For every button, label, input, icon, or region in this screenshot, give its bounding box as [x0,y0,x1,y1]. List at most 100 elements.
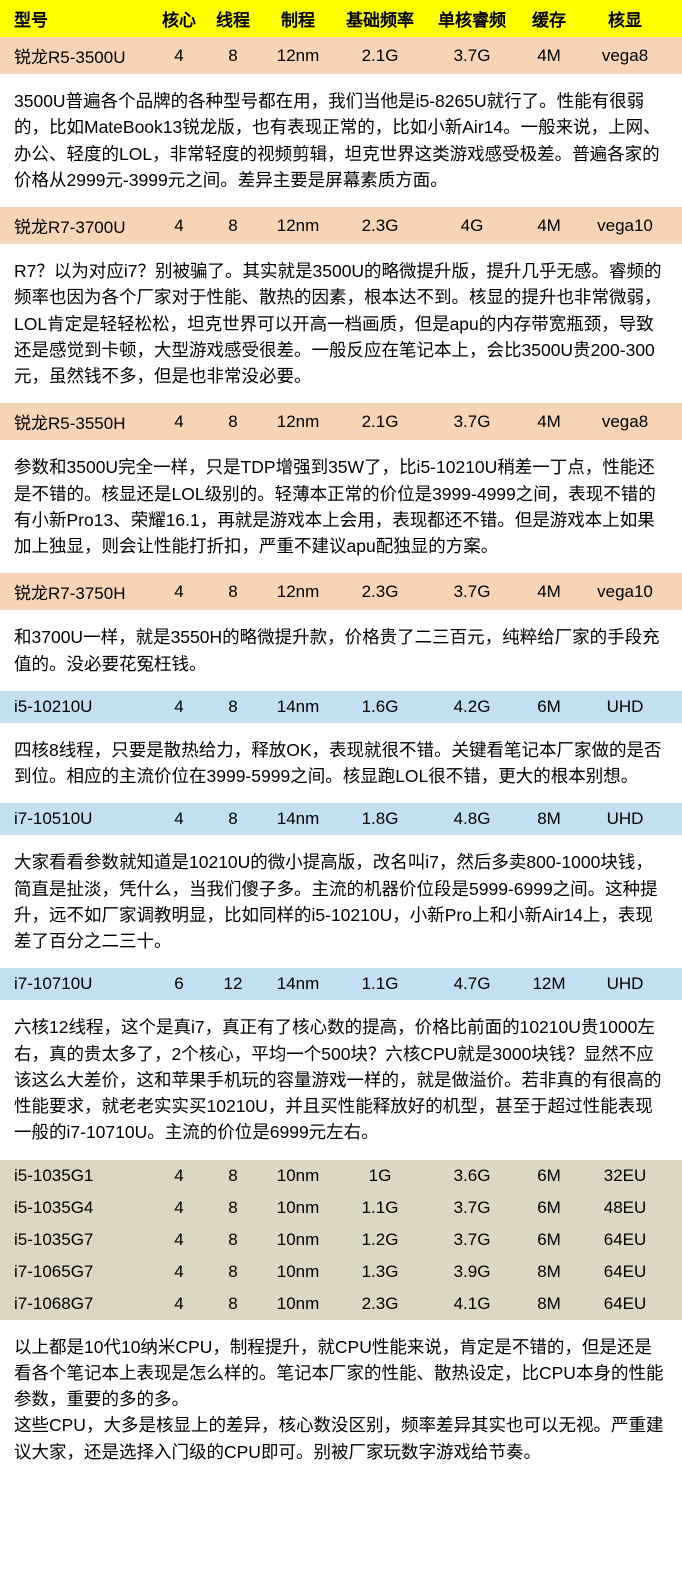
cell-threads: 8 [204,1198,262,1218]
cell-model: i5-1035G4 [4,1198,154,1218]
cell-cores: 4 [154,1230,204,1250]
cell-cache: 4M [518,46,580,66]
cell-cores: 4 [154,412,204,432]
cell-base: 2.3G [334,1294,426,1314]
cell-threads: 8 [204,697,262,717]
desc-r7-3750h: 和3700U一样，就是3550H的略微提升款，价格贵了二三百元，纯粹给厂家的手段… [0,610,682,691]
cell-process: 14nm [262,697,334,717]
cell-base: 1.1G [334,974,426,994]
cell-base: 1.1G [334,1198,426,1218]
cell-base: 2.1G [334,412,426,432]
cell-cache: 8M [518,1294,580,1314]
cell-cache: 8M [518,809,580,829]
table-header: 型号 核心 线程 制程 基础频率 单核睿频 缓存 核显 [0,0,682,37]
cell-cores: 4 [154,697,204,717]
cell-cache: 6M [518,1230,580,1250]
desc-i7-10510u: 大家看看参数就知道是10210U的微小提高版，改名叫i7，然后多卖800-100… [0,835,682,968]
cell-model: i5-10210U [4,697,154,717]
cell-igpu: UHD [580,974,670,994]
cell-threads: 8 [204,412,262,432]
cell-cores: 4 [154,582,204,602]
cell-model: 锐龙R7-3700U [4,213,154,238]
summary-p1: 以上都是10代10纳米CPU，制程提升，就CPU性能来说，肯定是不错的，但是还是… [14,1334,668,1413]
table-row: i7-1065G7 4 8 10nm 1.3G 3.9G 8M 64EU [0,1256,682,1288]
summary-p2: 这些CPU，大多是核显上的差异，核心数没区别，频率差异其实也可以无视。严重建议大… [14,1412,668,1465]
table-row: i5-10210U 4 8 14nm 1.6G 4.2G 6M UHD [0,691,682,723]
col-boostclock: 单核睿频 [426,6,518,31]
cell-model: 锐龙R5-3500U [4,43,154,68]
col-cores: 核心 [154,6,204,31]
cell-threads: 8 [204,1230,262,1250]
table-row: i5-1035G4 4 8 10nm 1.1G 3.7G 6M 48EU [0,1192,682,1224]
col-baseclock: 基础频率 [334,6,426,31]
cell-cache: 6M [518,1166,580,1186]
cell-igpu: 64EU [580,1230,670,1250]
cell-cache: 4M [518,582,580,602]
table-row: 锐龙R7-3750H 4 8 12nm 2.3G 3.7G 4M vega10 [0,573,682,610]
cell-cache: 4M [518,412,580,432]
table-row: i7-10510U 4 8 14nm 1.8G 4.8G 8M UHD [0,803,682,835]
col-igpu: 核显 [580,6,670,31]
col-model: 型号 [4,6,154,31]
table-row: 锐龙R5-3550H 4 8 12nm 2.1G 3.7G 4M vega8 [0,403,682,440]
cell-base: 1.3G [334,1262,426,1282]
cell-igpu: vega10 [580,216,670,236]
cell-threads: 8 [204,582,262,602]
cell-threads: 8 [204,809,262,829]
cell-cache: 12M [518,974,580,994]
cell-cache: 6M [518,697,580,717]
cell-cores: 6 [154,974,204,994]
cell-boost: 3.7G [426,46,518,66]
cell-cache: 8M [518,1262,580,1282]
cell-process: 12nm [262,582,334,602]
cell-igpu: vega8 [580,46,670,66]
cell-base: 1.2G [334,1230,426,1250]
cell-igpu: 64EU [580,1262,670,1282]
cell-process: 10nm [262,1230,334,1250]
cell-process: 14nm [262,809,334,829]
cell-cache: 4M [518,216,580,236]
cell-boost: 3.7G [426,412,518,432]
cell-cores: 4 [154,1262,204,1282]
cell-threads: 8 [204,216,262,236]
col-cache: 缓存 [518,6,580,31]
cpu-comparison-doc: 型号 核心 线程 制程 基础频率 单核睿频 缓存 核显 锐龙R5-3500U 4… [0,0,682,1479]
cell-process: 12nm [262,216,334,236]
cell-igpu: UHD [580,809,670,829]
cell-model: i5-1035G7 [4,1230,154,1250]
cell-threads: 8 [204,1166,262,1186]
cell-igpu: UHD [580,697,670,717]
cell-base: 2.3G [334,216,426,236]
cell-igpu: 32EU [580,1166,670,1186]
table-row: i7-10710U 6 12 14nm 1.1G 4.7G 12M UHD [0,968,682,1000]
cell-threads: 8 [204,1262,262,1282]
table-row: 锐龙R5-3500U 4 8 12nm 2.1G 3.7G 4M vega8 [0,37,682,74]
desc-r5-3550h: 参数和3500U完全一样，只是TDP增强到35W了，比i5-10210U稍差一丁… [0,440,682,573]
cell-boost: 3.6G [426,1166,518,1186]
cell-base: 2.3G [334,582,426,602]
cell-igpu: vega8 [580,412,670,432]
cell-model: i7-1065G7 [4,1262,154,1282]
col-process: 制程 [262,6,334,31]
cell-base: 1.8G [334,809,426,829]
cell-process: 10nm [262,1294,334,1314]
table-row: i5-1035G1 4 8 10nm 1G 3.6G 6M 32EU [0,1160,682,1192]
cell-cores: 4 [154,1294,204,1314]
cell-boost: 3.7G [426,1230,518,1250]
cell-boost: 4.1G [426,1294,518,1314]
cell-boost: 4.8G [426,809,518,829]
desc-r7-3700u: R7？以为对应i7？别被骗了。其实就是3500U的略微提升版，提升几乎无感。睿频… [0,244,682,403]
cell-cores: 4 [154,216,204,236]
cell-base: 1.6G [334,697,426,717]
cell-model: 锐龙R5-3550H [4,409,154,434]
cell-boost: 3.7G [426,582,518,602]
cell-cores: 4 [154,1198,204,1218]
cell-process: 12nm [262,46,334,66]
cell-boost: 3.9G [426,1262,518,1282]
desc-i5-10210u: 四核8线程，只要是散热给力，释放OK，表现就很不错。关键看笔记本厂家做的是否到位… [0,723,682,804]
cell-cores: 4 [154,1166,204,1186]
cell-threads: 8 [204,1294,262,1314]
table-row: i7-1068G7 4 8 10nm 2.3G 4.1G 8M 64EU [0,1288,682,1320]
cell-model: i5-1035G1 [4,1166,154,1186]
desc-10nm-summary: 以上都是10代10纳米CPU，制程提升，就CPU性能来说，肯定是不错的，但是还是… [0,1320,682,1479]
